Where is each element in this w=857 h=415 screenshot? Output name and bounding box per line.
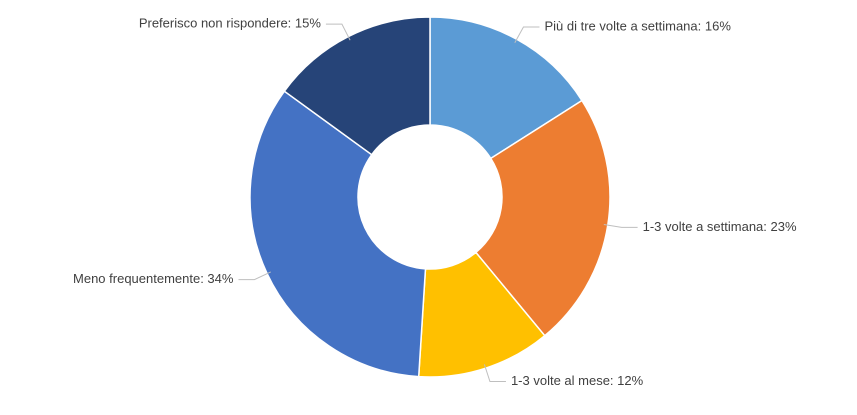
slice: [417, 251, 546, 378]
slice: [429, 16, 584, 160]
data-label: Preferisco non rispondere: 15%: [139, 16, 322, 31]
data-label: Più di tre volte a settimana: 16%: [544, 18, 731, 33]
leader-line: [603, 224, 638, 228]
slice: [249, 90, 427, 378]
leader-line: [325, 23, 351, 41]
slice: [283, 16, 431, 156]
data-label: 1-3 volte al mese: 12%: [511, 373, 644, 388]
data-label: Meno frequentemente: 34%: [73, 271, 234, 286]
slice: [474, 99, 611, 337]
leader-line: [514, 26, 540, 44]
leader-line: [238, 271, 271, 281]
leader-line: [483, 364, 506, 383]
data-label: 1-3 volte a settimana: 23%: [643, 219, 797, 234]
